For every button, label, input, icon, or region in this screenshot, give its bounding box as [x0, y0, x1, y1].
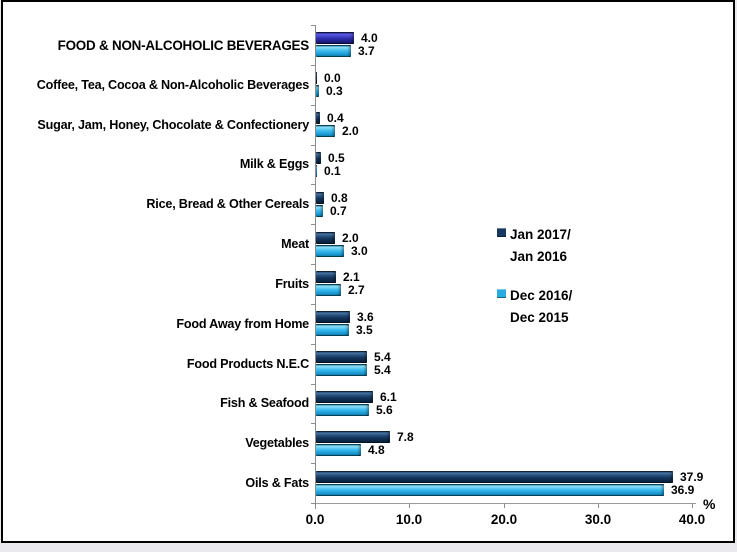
legend-line: Dec 2015	[510, 310, 569, 325]
chart-frame: % Jan 2017/ Jan 2016 Dec 2016/ Dec 2015 …	[1, 0, 735, 543]
category-label: Fish & Seafood	[220, 396, 309, 410]
bar-jan2017-jan2016	[316, 431, 390, 443]
x-axis-tick	[692, 503, 693, 508]
y-axis-tick	[311, 264, 316, 265]
bar-jan2017-jan2016	[316, 112, 320, 124]
bar-jan2017-jan2016	[316, 311, 350, 323]
category-label: Coffee, Tea, Cocoa & Non-Alcoholic Bever…	[36, 78, 309, 92]
bar-dec2016-dec2015	[316, 165, 317, 177]
bar-jan2017-jan2016	[316, 32, 354, 44]
value-label: 0.8	[331, 191, 348, 205]
category-label: Sugar, Jam, Honey, Chocolate & Confectio…	[37, 118, 309, 132]
y-axis-tick	[311, 344, 316, 345]
y-axis-tick	[311, 224, 316, 225]
value-label: 4.8	[368, 443, 385, 457]
x-axis-tick-label: 40.0	[678, 512, 706, 527]
value-label: 3.0	[351, 244, 368, 258]
bar-jan2017-jan2016	[316, 152, 321, 164]
value-label: 0.3	[326, 84, 343, 98]
category-label: FOOD & NON-ALCOHOLIC BEVERAGES	[57, 37, 310, 53]
value-label: 2.7	[348, 283, 365, 297]
bar-dec2016-dec2015	[316, 364, 367, 376]
value-label: 6.1	[380, 390, 397, 404]
bar-jan2017-jan2016	[316, 391, 373, 403]
value-label: 0.0	[324, 71, 341, 85]
legend-label-jan2017: Jan 2017/ Jan 2016	[510, 224, 571, 268]
bar-jan2017-jan2016	[316, 72, 317, 84]
bar-dec2016-dec2015	[316, 85, 319, 97]
legend-label-dec2016: Dec 2016/ Dec 2015	[510, 285, 572, 329]
y-axis-tick	[311, 105, 316, 106]
x-axis-tick-label: 10.0	[395, 512, 423, 527]
legend-swatch-jan2017-icon	[497, 228, 506, 237]
x-axis-tick	[504, 503, 505, 508]
legend-entry-dec2016-dec2015: Dec 2016/ Dec 2015	[497, 285, 572, 329]
y-axis-tick	[311, 384, 316, 385]
value-label: 0.1	[324, 164, 341, 178]
value-label: 5.4	[374, 350, 391, 364]
value-label: 4.0	[361, 31, 378, 45]
plot-area: % Jan 2017/ Jan 2016 Dec 2016/ Dec 2015 …	[3, 2, 733, 541]
x-axis-tick-label: 30.0	[584, 512, 612, 527]
bar-dec2016-dec2015	[316, 284, 341, 296]
value-label: 2.0	[342, 231, 359, 245]
bar-dec2016-dec2015	[316, 324, 349, 336]
value-label: 7.8	[397, 430, 414, 444]
category-label: Fruits	[275, 277, 309, 291]
category-label: Food Products N.E.C	[186, 357, 309, 371]
x-axis-line	[315, 503, 696, 504]
category-label: Milk & Eggs	[239, 157, 309, 171]
bar-dec2016-dec2015	[316, 444, 361, 456]
value-label: 0.4	[327, 111, 344, 125]
category-label: Rice, Bread & Other Cereals	[146, 197, 309, 211]
bar-dec2016-dec2015	[316, 125, 335, 137]
category-label: Vegetables	[245, 436, 309, 450]
value-label: 0.5	[328, 151, 345, 165]
bar-jan2017-jan2016	[316, 232, 335, 244]
y-axis-tick	[311, 65, 316, 66]
bar-dec2016-dec2015	[316, 245, 344, 257]
value-label: 0.7	[330, 204, 347, 218]
bar-jan2017-jan2016	[316, 471, 673, 483]
value-label: 5.4	[374, 363, 391, 377]
bar-jan2017-jan2016	[316, 351, 367, 363]
y-axis-tick	[311, 25, 316, 26]
bar-dec2016-dec2015	[316, 404, 369, 416]
y-axis-tick	[311, 463, 316, 464]
value-label: 5.6	[376, 403, 393, 417]
value-label: 2.0	[342, 124, 359, 138]
bar-jan2017-jan2016	[316, 192, 324, 204]
category-label: Food Away from Home	[176, 317, 309, 331]
bar-jan2017-jan2016	[316, 271, 336, 283]
value-label: 37.9	[680, 470, 704, 484]
value-label: 3.5	[356, 323, 373, 337]
bar-dec2016-dec2015	[316, 45, 351, 57]
y-axis-tick	[311, 184, 316, 185]
category-label: Meat	[281, 237, 309, 251]
x-axis-tick-label: 0.0	[305, 512, 325, 527]
x-axis-tick	[598, 503, 599, 508]
y-axis-tick	[311, 145, 316, 146]
value-label: 2.1	[343, 270, 360, 284]
category-label: Oils & Fats	[245, 476, 309, 490]
legend-line: Jan 2016	[510, 249, 568, 264]
y-axis-tick	[311, 503, 316, 504]
legend-line: Dec 2016/	[510, 288, 573, 303]
legend-line: Jan 2017/	[510, 227, 571, 242]
value-label: 3.7	[358, 44, 375, 58]
x-axis-unit-label: %	[703, 496, 716, 512]
y-axis-tick	[311, 304, 316, 305]
bar-dec2016-dec2015	[316, 205, 323, 217]
legend-entry-jan2017-jan2016: Jan 2017/ Jan 2016	[497, 224, 571, 268]
x-axis-tick-label: 20.0	[490, 512, 518, 527]
y-axis-tick	[311, 423, 316, 424]
y-axis-line	[315, 25, 316, 509]
bar-dec2016-dec2015	[316, 484, 664, 496]
value-label: 36.9	[671, 483, 695, 497]
value-label: 3.6	[357, 310, 374, 324]
legend-swatch-dec2016-icon	[497, 289, 506, 298]
x-axis-tick	[409, 503, 410, 508]
